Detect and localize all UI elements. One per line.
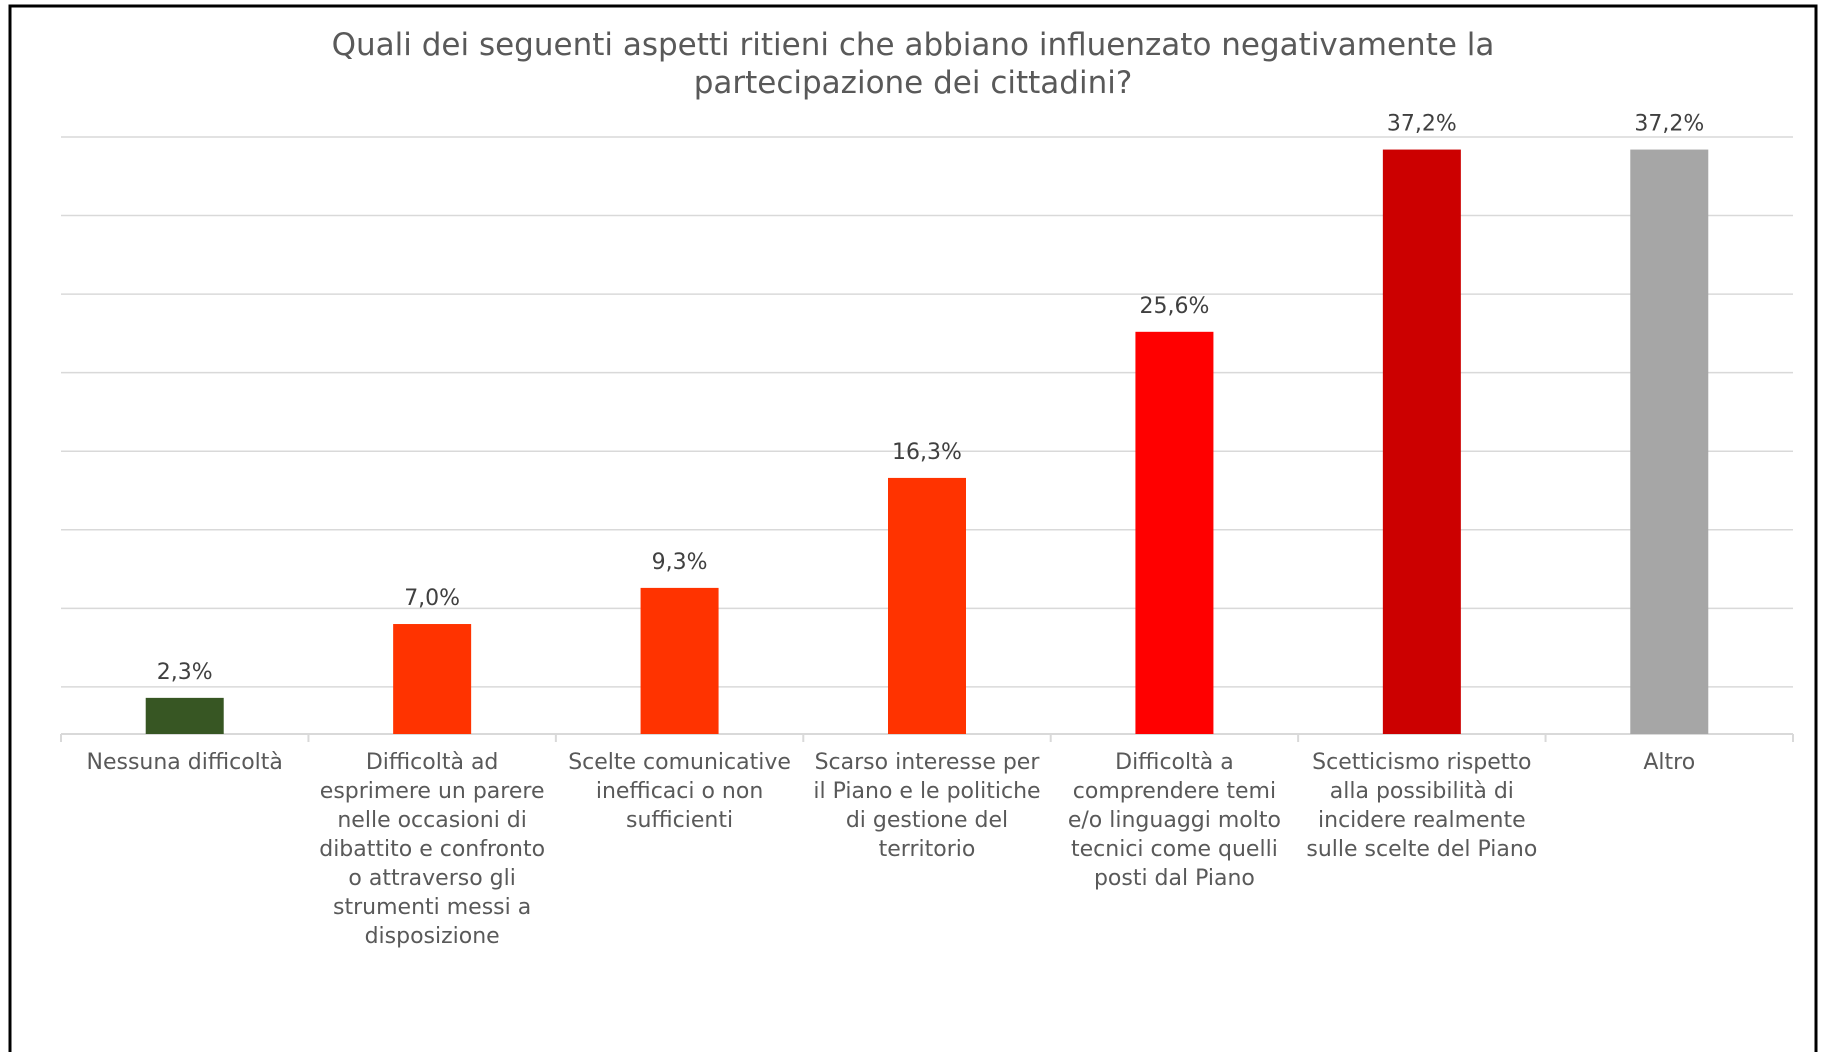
x-tick-label-box: Altro bbox=[1643, 750, 1696, 775]
bar bbox=[640, 587, 719, 734]
data-label: 7,0% bbox=[404, 586, 460, 611]
x-tick-label: Scelte comunicative inefficaci o non suf… bbox=[568, 750, 791, 833]
data-label: 37,2% bbox=[1634, 112, 1704, 137]
x-tick-label: Difficoltà ad esprimere un parere nelle … bbox=[319, 750, 546, 949]
bar bbox=[888, 477, 966, 734]
bar bbox=[145, 697, 224, 734]
x-tick-label: Nessuna difficoltà bbox=[86, 750, 283, 775]
data-label: 37,2% bbox=[1387, 112, 1457, 137]
x-tick-label: Altro bbox=[1643, 750, 1696, 775]
data-label: 25,6% bbox=[1139, 294, 1209, 319]
bar bbox=[393, 624, 472, 734]
chart-title: Quali dei seguenti aspetti ritieni che a… bbox=[331, 27, 1495, 101]
x-tick-label: Scetticismo rispetto alla possibilità di… bbox=[1306, 750, 1538, 862]
data-label: 16,3% bbox=[892, 440, 962, 465]
data-label: 2,3% bbox=[157, 660, 213, 685]
x-tick-label-box: Scarso interesse per il Piano e le polit… bbox=[813, 750, 1041, 862]
bar bbox=[1135, 331, 1214, 734]
x-tick-label-box: Scetticismo rispetto alla possibilità di… bbox=[1306, 750, 1538, 862]
x-tick-label-box: Difficoltà a comprendere temi e/o lingua… bbox=[1067, 750, 1281, 891]
data-label: 9,3% bbox=[652, 550, 708, 575]
bar bbox=[1630, 149, 1709, 734]
x-tick-label-box: Nessuna difficoltà bbox=[86, 750, 283, 775]
chart-frame bbox=[8, 4, 1818, 1052]
x-tick-label-box: Difficoltà ad esprimere un parere nelle … bbox=[319, 750, 546, 949]
x-tick-label: Difficoltà a comprendere temi e/o lingua… bbox=[1067, 750, 1281, 891]
x-tick-label-box: Scelte comunicative inefficaci o non suf… bbox=[568, 750, 791, 833]
chart-title-box: Quali dei seguenti aspetti ritieni che a… bbox=[331, 27, 1495, 101]
x-tick-label: Scarso interesse per il Piano e le polit… bbox=[813, 750, 1041, 862]
bar bbox=[1382, 149, 1461, 734]
